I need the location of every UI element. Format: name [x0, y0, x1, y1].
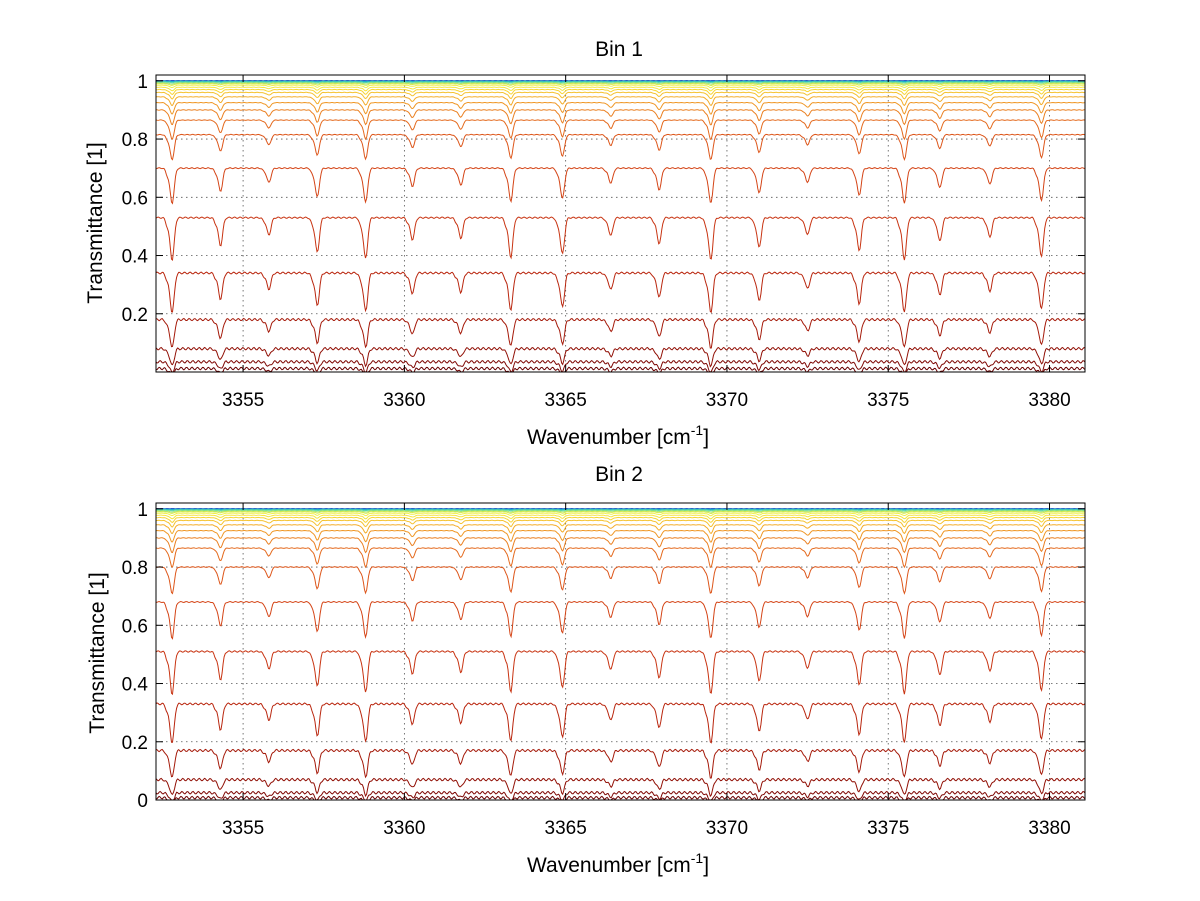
series-line [155, 91, 1085, 100]
series-line [155, 600, 1086, 640]
x-tick-label: 3380 [1028, 390, 1070, 411]
x-axis-label-superscript: -1 [691, 422, 704, 438]
series-line [155, 83, 1086, 87]
x-tick-label: 3355 [222, 390, 264, 411]
panel-bin-2: Bin 2 3355 3360 3365 3370 3375 3380 0 0.2 0.4 0.6… [86, 463, 1086, 877]
y-axis-label: Transmittance [1] [86, 572, 109, 733]
x-tick-label: 3375 [867, 390, 909, 411]
series-line [155, 650, 1086, 696]
series-line [155, 82, 1086, 85]
series-line [155, 790, 1086, 801]
series-line [155, 510, 1086, 513]
y-tick-label: 0.2 [122, 733, 148, 754]
y-tick-label: 0.6 [122, 616, 148, 637]
x-tick-label: 3370 [706, 818, 748, 839]
chart-title: Bin 2 [595, 463, 643, 486]
series-line [155, 777, 1086, 798]
x-tick-label: 3375 [867, 818, 909, 839]
series-line [155, 346, 1086, 368]
x-tick-label: 3370 [706, 390, 748, 411]
series-line [155, 167, 1086, 205]
x-tick-label: 3380 [1028, 818, 1070, 839]
series-line [155, 511, 1086, 515]
series-line [155, 133, 1086, 161]
series-line [155, 547, 1086, 569]
x-axis-label-main: Wavenumber [cm [527, 426, 691, 449]
series-group [155, 508, 1086, 801]
series-line [155, 88, 1086, 95]
plot-frame [155, 74, 1086, 373]
y-tick-label: 0.4 [122, 675, 149, 696]
x-tick-label: 3355 [222, 818, 264, 839]
series-line [155, 512, 1085, 517]
y-tick-label: 0 [137, 791, 148, 812]
y-tick-label: 0.4 [122, 247, 149, 268]
series-line [155, 702, 1086, 744]
series-line [155, 317, 1086, 349]
panel-bin-1: Bin 1 3355 3360 3365 3370 3375 3380 0.2 0.4 0.6 0… [84, 38, 1086, 449]
x-axis-label-main: Wavenumber [cm [527, 854, 691, 877]
series-line [155, 101, 1086, 115]
series-line [155, 271, 1086, 314]
chart-title: Bin 1 [595, 38, 643, 61]
series-line [155, 529, 1086, 543]
y-axis-label: Transmittance [1] [84, 142, 107, 303]
series-line [155, 109, 1086, 126]
series-line [155, 96, 1086, 107]
x-tick-label: 3360 [383, 818, 425, 839]
series-line [155, 359, 1086, 373]
series-line [155, 537, 1086, 554]
series-group [155, 80, 1086, 373]
y-tick-label: 1 [137, 500, 148, 521]
series-line [155, 514, 1086, 520]
series-line [155, 519, 1085, 528]
plot-frame [155, 502, 1086, 801]
series-line [155, 81, 1085, 84]
series-line [155, 509, 1085, 512]
series-line [156, 366, 1086, 373]
x-tick-label: 3365 [545, 818, 587, 839]
y-tick-label: 0.2 [122, 305, 148, 326]
series-line [155, 566, 1086, 595]
series-line [155, 84, 1085, 89]
x-tick-label: 3365 [545, 390, 587, 411]
ticks: 3355 3360 3365 3370 3375 3380 0.2 0.4 0.6 0.8 1 [122, 72, 1085, 411]
series-line [155, 524, 1086, 535]
series-line [155, 86, 1086, 92]
x-axis-label: Wavenumber [cm-1] [527, 850, 709, 877]
x-axis-label-superscript: -1 [691, 850, 704, 866]
x-axis-label-end: ] [703, 426, 709, 449]
ticks: 3355 3360 3365 3370 3375 3380 0 0.2 0.4 0.6 0.8 1 [122, 500, 1085, 839]
x-axis-label-end: ] [703, 854, 709, 877]
series-line [155, 119, 1086, 141]
x-tick-label: 3360 [383, 390, 425, 411]
y-tick-label: 0.8 [122, 558, 148, 579]
series-line [156, 795, 1086, 801]
x-axis-label: Wavenumber [cm-1] [527, 422, 709, 449]
y-tick-label: 1 [137, 72, 148, 93]
y-tick-label: 0.8 [122, 130, 148, 151]
series-line [155, 216, 1086, 262]
series-line [155, 516, 1086, 523]
y-tick-label: 0.6 [122, 188, 148, 209]
series-line [155, 748, 1086, 779]
